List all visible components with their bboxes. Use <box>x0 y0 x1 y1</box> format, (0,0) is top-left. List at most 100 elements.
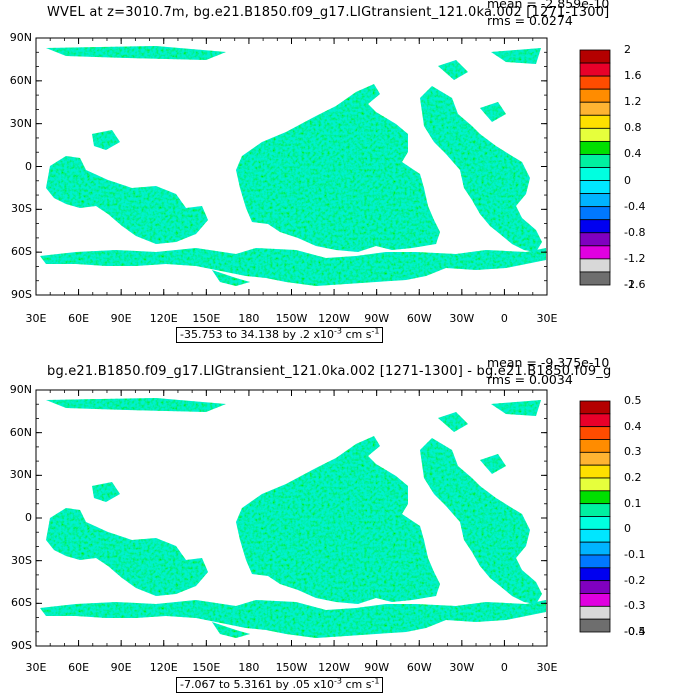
colorbar-swatch <box>579 464 611 479</box>
colorbar-swatch <box>579 127 611 142</box>
lon-tick-label: 90E <box>110 312 132 325</box>
colorbar-label: 0 <box>624 173 631 187</box>
lon-tick-label: 30E <box>25 661 47 674</box>
lat-tick-label: 90S <box>11 288 32 301</box>
colorbar-swatch <box>579 528 611 543</box>
colorbar-swatch <box>579 413 611 428</box>
colorbar-label: 0.5 <box>624 394 642 407</box>
colorbar-label: 0.4 <box>624 147 642 161</box>
colorbar-label: -0.1 <box>624 548 646 561</box>
lon-tick-label: 120E <box>149 661 178 674</box>
panel1-range-label: -35.753 to 34.138 by .2 x10-3 cm s-1 <box>176 327 384 343</box>
panel2-rms: rms = 0.0034 <box>487 372 573 387</box>
colorbar-label: 0.8 <box>624 121 642 135</box>
colorbar-swatch <box>579 193 611 208</box>
lon-tick-label: 60W <box>406 312 432 325</box>
colorbar-swatch <box>579 554 611 569</box>
lon-tick-label: 60E <box>68 661 90 674</box>
panel2-mean: mean = -9.375e-10 <box>487 355 610 370</box>
colorbar-label: -0.3 <box>624 599 646 613</box>
lon-tick-label: 90W <box>364 312 390 325</box>
colorbar-swatch <box>579 580 611 594</box>
panel1-mean: mean = -2.859e-10 <box>487 0 610 11</box>
colorbar-label: -0.2 <box>624 573 646 587</box>
colorbar-swatch <box>579 258 611 273</box>
lon-tick-label: 30W <box>449 661 475 674</box>
lon-tick-label: 180 <box>238 312 260 325</box>
colorbar-swatch <box>579 114 611 129</box>
lat-tick-label: 60S <box>11 596 32 610</box>
panel2-title: bg.e21.B1850.f09_g17.LIGtransient_121.0k… <box>47 364 612 379</box>
lat-tick-label: 60N <box>9 73 32 87</box>
lon-tick-label: 90E <box>110 661 132 674</box>
lon-tick-label: 120W <box>318 661 351 674</box>
colorbar-swatch <box>579 541 611 556</box>
lon-tick-label: 30E <box>536 661 558 674</box>
lat-tick-label: 60N <box>9 425 32 439</box>
panel1-map <box>35 37 548 296</box>
colorbar-label: 1.2 <box>624 95 642 109</box>
colorbar-swatch <box>579 439 611 453</box>
colorbar-swatch <box>579 232 611 247</box>
lon-tick-label: 60E <box>68 312 90 325</box>
colorbar-label: 0.1 <box>624 496 642 510</box>
lon-tick-label: 150E <box>192 312 221 325</box>
colorbar-label: -0.8 <box>624 225 646 239</box>
colorbar-swatch <box>579 451 611 466</box>
colorbar-swatch <box>579 516 611 530</box>
panel2-range-label: -7.067 to 5.3161 by .05 x10-3 cm s-1 <box>176 677 384 693</box>
lat-tick-label: 0 <box>25 159 32 173</box>
colorbar-label: 1.6 <box>624 69 642 83</box>
colorbar-swatch <box>579 426 611 440</box>
panel1-title: WVEL at z=3010.7m, bg.e21.B1850.f09_g17.… <box>47 5 610 20</box>
colorbar-swatch <box>579 477 611 492</box>
lon-tick-label: 150W <box>275 661 308 674</box>
lon-tick-label: 30E <box>536 312 558 325</box>
lat-tick-label: 90S <box>11 639 32 652</box>
lat-tick-label: 0 <box>25 511 32 524</box>
lon-tick-label: 30W <box>449 312 475 325</box>
colorbar-label: -0.5 <box>624 625 646 638</box>
colorbar-swatch <box>579 593 611 607</box>
lat-tick-label: 30N <box>9 116 32 130</box>
colorbar-swatch <box>579 49 611 64</box>
colorbar-label: 0.4 <box>624 419 642 433</box>
lon-tick-label: 120W <box>318 312 351 325</box>
colorbar-swatch <box>579 400 611 415</box>
colorbar-label: -0.4 <box>624 199 646 213</box>
colorbar-swatch <box>579 567 611 582</box>
lon-tick-label: 180 <box>238 661 260 674</box>
panel1-rms: rms = 0.0274 <box>487 13 573 28</box>
colorbar-label: -1.6 <box>624 278 646 291</box>
lon-tick-label: 150E <box>192 661 221 674</box>
colorbars <box>579 49 611 633</box>
lon-tick-label: 0 <box>500 312 508 325</box>
colorbar-swatch <box>579 140 611 155</box>
colorbar-swatch <box>579 605 611 620</box>
colorbar-swatch <box>579 245 611 260</box>
colorbar-label: -2 <box>624 278 635 291</box>
colorbar-swatch <box>579 618 611 633</box>
lat-tick-label: 90N <box>9 383 32 396</box>
lon-tick-label: 90W <box>364 661 390 674</box>
colorbar-swatch <box>579 271 611 286</box>
colorbar-swatch <box>579 154 611 168</box>
colorbar-label: 0 <box>624 522 631 536</box>
colorbar-swatch <box>579 101 611 116</box>
lat-tick-label: 60S <box>11 245 32 259</box>
lon-tick-label: 0 <box>500 661 508 674</box>
lon-tick-label: 60W <box>406 661 432 674</box>
colorbar-swatch <box>579 167 611 181</box>
lat-tick-label: 30N <box>9 468 32 482</box>
colorbar-swatch <box>579 88 611 103</box>
colorbar-swatch <box>579 219 611 234</box>
colorbar-label: -1.2 <box>624 251 646 265</box>
panel2-map <box>35 389 548 647</box>
lat-tick-label: 90N <box>9 31 32 44</box>
colorbar-swatch <box>579 503 611 517</box>
lon-tick-label: 150W <box>275 312 308 325</box>
colorbar-swatch <box>579 206 611 221</box>
colorbar-label: -0.4 <box>624 625 646 638</box>
lon-tick-label: 120E <box>149 312 178 325</box>
